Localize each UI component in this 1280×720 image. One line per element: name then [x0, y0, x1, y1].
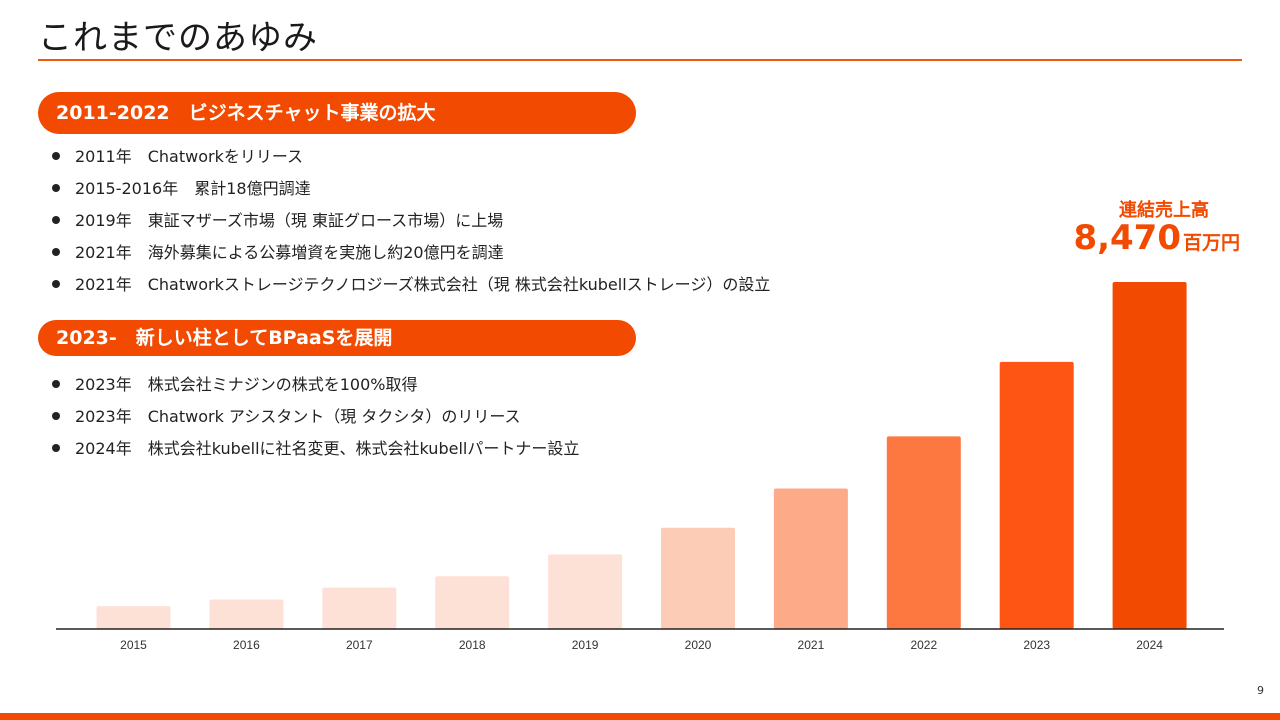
list-item: 2023年 Chatwork アシスタント（現 タクシタ）のリリース [52, 404, 579, 436]
bar-2015 [96, 606, 171, 629]
sales-value-number: 8,470 [1073, 218, 1181, 258]
bullet-icon [52, 443, 60, 452]
list-item: 2011年 Chatworkをリリース [52, 144, 770, 176]
bullet-icon [52, 151, 60, 160]
list-item-text: 2011年 Chatworkをリリース [75, 147, 304, 166]
x-tick-label: 2021 [798, 638, 825, 652]
bullet-icon [52, 379, 60, 388]
x-tick-label: 2019 [572, 638, 599, 652]
list-item: 2023年 株式会社ミナジンの株式を100%取得 [52, 372, 579, 404]
footer-bar [0, 713, 1280, 720]
list-item-text: 2019年 東証マザーズ市場（現 東証グロース市場）に上場 [75, 211, 504, 230]
bar-2024 [1112, 282, 1187, 629]
x-tick-label: 2018 [459, 638, 486, 652]
section-heading-2011-2022: 2011-2022 ビジネスチャット事業の拡大 [38, 92, 636, 134]
x-tick-label: 2015 [120, 638, 147, 652]
sales-value-unit: 百万円 [1182, 232, 1240, 254]
x-tick-label: 2016 [233, 638, 260, 652]
bar-2022 [886, 436, 961, 629]
list-item: 2024年 株式会社kubellに社名変更、株式会社kubellパートナー設立 [52, 436, 579, 468]
bar-2021 [773, 488, 848, 629]
bar-2019 [548, 554, 623, 629]
bullet-icon [52, 183, 60, 192]
section-list-2023: 2023年 株式会社ミナジンの株式を100%取得 2023年 Chatwork … [52, 372, 579, 468]
list-item-text: 2023年 株式会社ミナジンの株式を100%取得 [75, 375, 418, 394]
list-item-text: 2015-2016年 累計18億円調達 [75, 179, 311, 198]
bar-2016 [209, 599, 284, 629]
x-tick-label: 2017 [346, 638, 373, 652]
bar-2017 [322, 587, 397, 629]
list-item-text: 2023年 Chatwork アシスタント（現 タクシタ）のリリース [75, 407, 521, 426]
bullet-icon [52, 411, 60, 420]
x-tick-label: 2020 [685, 638, 712, 652]
list-item-text: 2021年 Chatworkストレージテクノロジーズ株式会社（現 株式会社kub… [75, 275, 771, 294]
list-item: 2019年 東証マザーズ市場（現 東証グロース市場）に上場 [52, 208, 770, 240]
list-item: 2021年 海外募集による公募増資を実施し約20億円を調達 [52, 240, 770, 272]
sales-value: 8,470 百万円 [1060, 218, 1240, 258]
page-title: これまでのあゆみ [38, 18, 318, 58]
list-item: 2015-2016年 累計18億円調達 [52, 176, 770, 208]
sales-label: 連結売上高 [1119, 200, 1209, 221]
list-item-text: 2021年 海外募集による公募増資を実施し約20億円を調達 [75, 243, 504, 262]
x-tick-label: 2022 [910, 638, 937, 652]
title-divider [38, 59, 1242, 61]
section-heading-2023: 2023- 新しい柱としてBPaaSを展開 [38, 320, 636, 356]
bullet-icon [52, 215, 60, 224]
list-item: 2021年 Chatworkストレージテクノロジーズ株式会社（現 株式会社kub… [52, 272, 770, 304]
bar-2020 [661, 527, 735, 629]
bullet-icon [52, 279, 60, 288]
bar-2023 [999, 361, 1074, 629]
section-list-2011-2022: 2011年 Chatworkをリリース 2015-2016年 累計18億円調達 … [52, 144, 770, 304]
x-tick-label: 2024 [1136, 638, 1163, 652]
page-number: 9 [1257, 684, 1264, 697]
x-tick-label: 2023 [1023, 638, 1050, 652]
bullet-icon [52, 247, 60, 256]
bar-2018 [435, 576, 510, 629]
list-item-text: 2024年 株式会社kubellに社名変更、株式会社kubellパートナー設立 [75, 439, 580, 458]
